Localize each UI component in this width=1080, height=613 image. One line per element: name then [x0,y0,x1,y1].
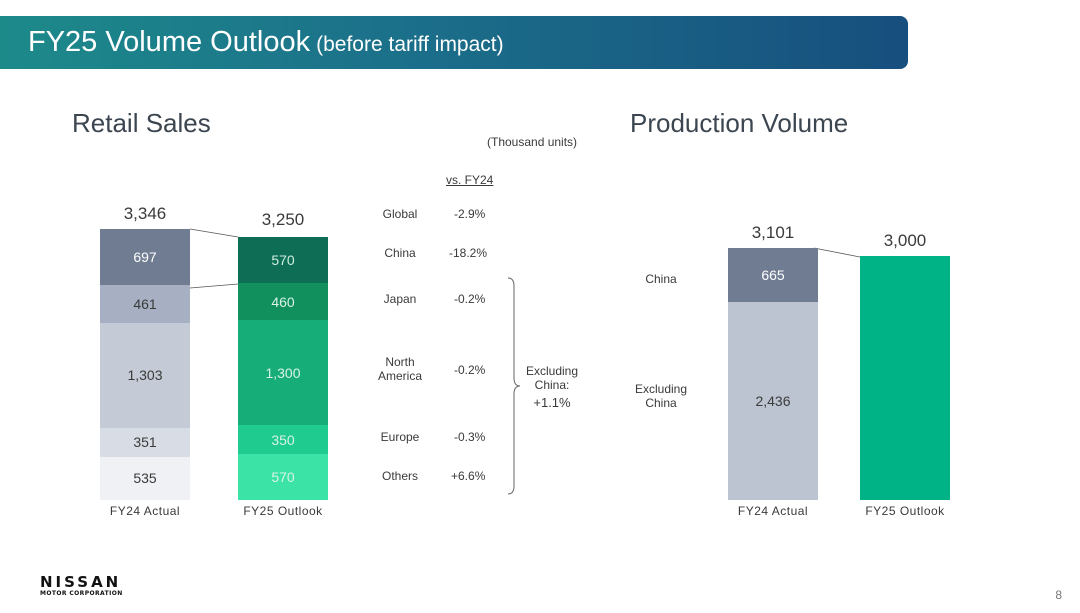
production-fy25-seg-excluding-china [860,256,950,500]
retail-fy24-label-europe: 351 [133,434,157,451]
retail-fy24-seg-japan: 461 [100,285,190,323]
pct-china: -18.2% [449,246,488,260]
excluding-china-value: +1.1% [533,395,571,410]
production-axis-fy24: FY24 Actual [737,504,809,518]
retail-fy24-label-others: 535 [133,470,157,487]
retail-fy24-seg-others: 535 [100,456,190,500]
nissan-logo: NISSAN MOTOR CORPORATION [40,574,123,598]
slide-title-main: FY25 Volume Outlook [28,26,311,58]
retail-fy25-label-japan: 460 [271,293,295,310]
production-volume-title: Production Volume [630,108,849,138]
production-fy24-seg-excluding-china: 2,436 [728,302,818,500]
region-europe: Europe [380,430,420,444]
region-others: Others [381,469,418,483]
retail-sales-title: Retail Sales [72,108,211,138]
retail-fy25-label-others: 570 [271,468,295,485]
retail-total-fy25: 3,250 [261,210,305,229]
pct-others: +6.6% [451,469,486,483]
pct-europe: -0.3% [454,430,486,444]
retail-axis-fy24: FY24 Actual [109,504,181,518]
slide-title-suffix: (before tariff impact) [316,33,504,56]
production-fy24-label-excluding-china: 2,436 [755,393,791,409]
retail-fy25-seg-china: 570 [238,236,328,283]
production-total-fy24: 3,101 [751,223,795,242]
production-total-fy25: 3,000 [883,231,927,250]
pct-global: -2.9% [454,207,486,221]
retail-fy24-label-north-america: 1,303 [127,367,163,384]
production-fy24-label-china: 665 [761,267,785,284]
excluding-china-note: Excluding China: [525,364,579,392]
excluding-china-brace [507,277,521,495]
region-north-america: North America [377,355,422,383]
page-number: 8 [1055,588,1062,602]
retail-total-connector [189,228,239,238]
retail-fy24-label-japan: 461 [133,296,157,313]
pct-japan: -0.2% [454,292,486,306]
retail-fy24-label-china: 697 [133,249,157,266]
retail-fy25-seg-others: 570 [238,453,328,500]
retail-fy25-label-north-america: 1,300 [265,364,301,381]
production-axis-fy25: FY25 Outlook [865,504,945,518]
region-china: China [384,246,416,260]
retail-fy24-seg-china: 697 [100,228,190,286]
retail-fy25-seg-europe: 350 [238,425,328,454]
production-fy24-seg-china: 665 [728,248,818,303]
vs-fy24-header: vs. FY24 [446,173,494,187]
retail-total-fy24: 3,346 [123,204,167,223]
pct-north-america: -0.2% [454,363,486,377]
production-total-connector [813,247,861,258]
retail-fy24-seg-north-america: 1,303 [100,322,190,429]
region-global: Global [382,207,418,221]
retail-fy24-seg-europe: 351 [100,428,190,457]
retail-axis-fy25: FY25 Outlook [243,504,323,518]
retail-fy25-seg-japan: 460 [238,282,328,321]
region-japan: Japan [383,292,417,306]
retail-fy25-label-europe: 350 [271,431,295,448]
production-excl-china-label: Excluding China [634,382,688,410]
retail-fy25-label-china: 570 [271,251,295,268]
unit-label: (Thousand units) [487,135,578,149]
title-bar: FY25 Volume Outlook (before tariff impact… [0,16,908,69]
logo-wordmark: NISSAN [40,573,122,591]
logo-subtitle: MOTOR CORPORATION [40,590,123,597]
production-china-label: China [645,272,677,286]
slide-title: FY25 Volume Outlook (before tariff impact… [28,26,504,59]
retail-china-connector [189,283,239,289]
retail-fy25-seg-north-america: 1,300 [238,320,328,426]
